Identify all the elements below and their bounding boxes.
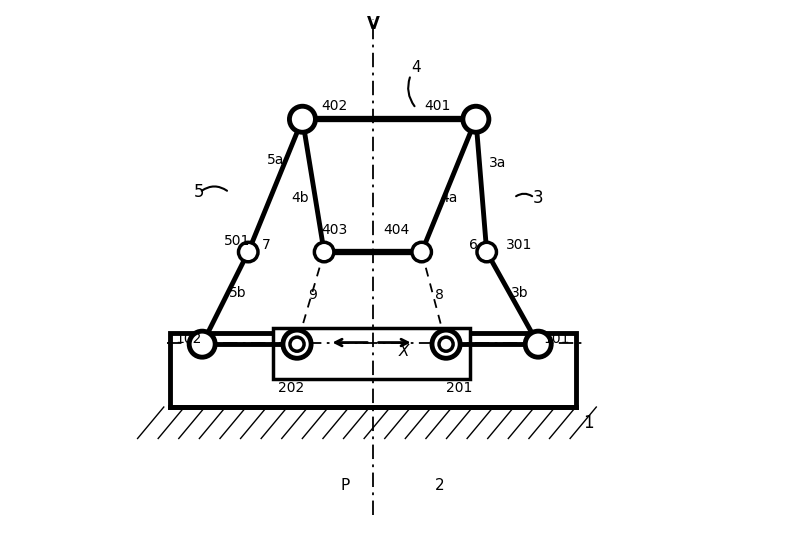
Text: 1: 1 — [583, 414, 594, 432]
Text: 4a: 4a — [441, 191, 458, 205]
Text: 301: 301 — [506, 238, 532, 252]
Circle shape — [283, 330, 311, 358]
Text: 8: 8 — [435, 288, 444, 302]
Text: X: X — [399, 344, 410, 359]
Text: 202: 202 — [278, 380, 304, 395]
Circle shape — [463, 106, 489, 132]
Text: 4: 4 — [411, 60, 421, 75]
Circle shape — [290, 106, 315, 132]
Bar — [170, 333, 576, 406]
Text: 3b: 3b — [511, 286, 529, 300]
Circle shape — [290, 337, 304, 351]
Text: 5b: 5b — [230, 286, 247, 300]
Text: 3a: 3a — [490, 156, 507, 170]
Text: 9: 9 — [308, 288, 317, 302]
Circle shape — [439, 337, 453, 351]
Circle shape — [432, 330, 460, 358]
Circle shape — [477, 242, 497, 262]
Circle shape — [238, 242, 258, 262]
Text: 6: 6 — [470, 238, 478, 252]
Text: 7: 7 — [262, 238, 270, 252]
Text: 2: 2 — [435, 478, 445, 493]
Text: 201: 201 — [446, 380, 473, 395]
Text: 3: 3 — [533, 189, 543, 207]
Text: 404: 404 — [384, 223, 410, 237]
Circle shape — [526, 331, 551, 357]
Text: 501: 501 — [224, 234, 250, 248]
Circle shape — [314, 242, 334, 262]
Text: V: V — [367, 15, 380, 34]
Text: 102: 102 — [175, 332, 202, 346]
Text: 101: 101 — [544, 332, 570, 346]
Circle shape — [189, 331, 215, 357]
Text: 4b: 4b — [292, 191, 310, 205]
Text: 5: 5 — [194, 183, 205, 202]
Text: 401: 401 — [424, 99, 450, 113]
Text: 5a: 5a — [267, 153, 285, 167]
Text: 403: 403 — [322, 223, 348, 237]
Bar — [273, 328, 470, 379]
Text: 402: 402 — [322, 99, 348, 113]
Text: P: P — [340, 478, 350, 493]
Circle shape — [412, 242, 431, 262]
